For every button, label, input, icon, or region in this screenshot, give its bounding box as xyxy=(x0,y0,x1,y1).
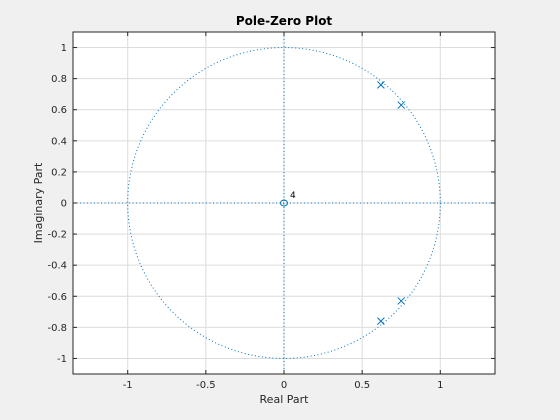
y-tick-label: 0.6 xyxy=(51,105,67,116)
pole-marker xyxy=(397,101,406,109)
pole-marker xyxy=(397,297,406,305)
y-tick-label: 0 xyxy=(61,199,67,210)
y-tick-label: 0.2 xyxy=(51,167,67,178)
x-tick-label: 1 xyxy=(437,380,443,391)
x-tick-label: -0.5 xyxy=(196,380,216,391)
pole-marker xyxy=(377,317,385,325)
unit-circle-and-axes xyxy=(73,32,495,374)
x-tick-label: 0.5 xyxy=(354,380,370,391)
pole-zero-markers: 4 xyxy=(280,81,406,325)
y-tick-label: 0.4 xyxy=(51,136,67,147)
y-tick-label: -0.4 xyxy=(47,261,67,272)
y-tick-label: -0.2 xyxy=(47,230,67,241)
unit-circle xyxy=(127,47,441,359)
pole-stroke xyxy=(397,297,406,305)
pole-stroke xyxy=(377,317,385,325)
y-tick-label: -1 xyxy=(57,354,67,365)
x-tick-label: -1 xyxy=(123,380,133,391)
x-axis-label: Real Part xyxy=(260,393,310,406)
plot-title: Pole-Zero Plot xyxy=(236,14,333,28)
axis-ticks: -1 -0.5 0 0.5 1 1 0.8 0.6 0.4 0.2 0 -0.2 -0.4 -0.6 -0.… xyxy=(47,32,495,391)
pole-stroke xyxy=(377,81,385,89)
y-tick-label: 1 xyxy=(61,43,67,54)
zero-marker xyxy=(280,199,288,207)
pole-stroke xyxy=(397,101,406,109)
y-tick-label: -0.6 xyxy=(47,292,67,303)
pole-marker xyxy=(377,81,385,89)
x-tick-label: 0 xyxy=(281,380,287,391)
zero-multiplicity-label: 4 xyxy=(290,191,296,201)
y-axis-label: Imaginary Part xyxy=(32,162,45,243)
y-tick-label: -0.8 xyxy=(47,323,67,334)
y-tick-label: 0.8 xyxy=(51,74,67,85)
